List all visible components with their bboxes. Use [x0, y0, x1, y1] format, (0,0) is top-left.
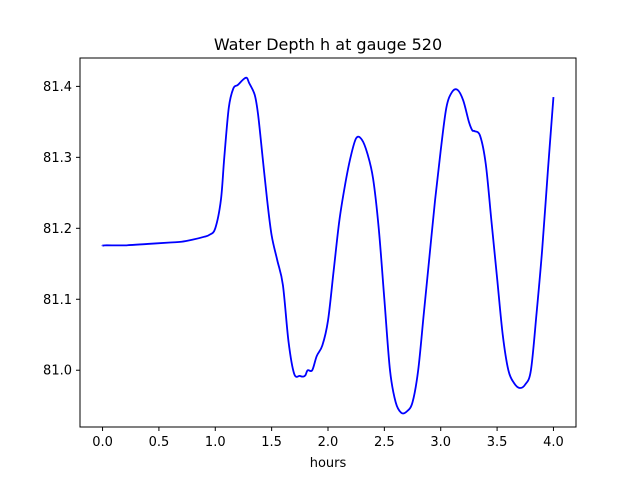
x-tick-label: 0.5: [149, 435, 170, 450]
y-tick-label: 81.4: [43, 80, 72, 95]
series-line: [101, 76, 555, 415]
x-tick-label: 2.5: [374, 435, 395, 450]
plot-area: [101, 76, 555, 415]
x-axis: 0.0 0.5 1.0 1.5 2.0 2.5 3.0 3.5 4.0: [92, 427, 564, 450]
x-tick-label: 1.0: [205, 435, 226, 450]
x-tick-label: 0.0: [92, 435, 113, 450]
chart-title: Water Depth h at gauge 520: [214, 35, 442, 54]
x-tick-label: 4.0: [543, 435, 564, 450]
y-tick-label: 81.2: [43, 222, 72, 237]
x-tick-label: 3.0: [430, 435, 451, 450]
x-tick-label: 3.5: [487, 435, 508, 450]
y-tick-label: 81.1: [43, 293, 72, 308]
x-tick-label: 1.5: [261, 435, 282, 450]
y-tick-label: 81.3: [43, 151, 72, 166]
x-axis-label: hours: [310, 456, 347, 471]
y-tick-label: 81.0: [43, 364, 72, 379]
y-axis: 81.0 81.1 81.2 81.3 81.4: [43, 80, 80, 379]
x-tick-label: 2.0: [318, 435, 339, 450]
